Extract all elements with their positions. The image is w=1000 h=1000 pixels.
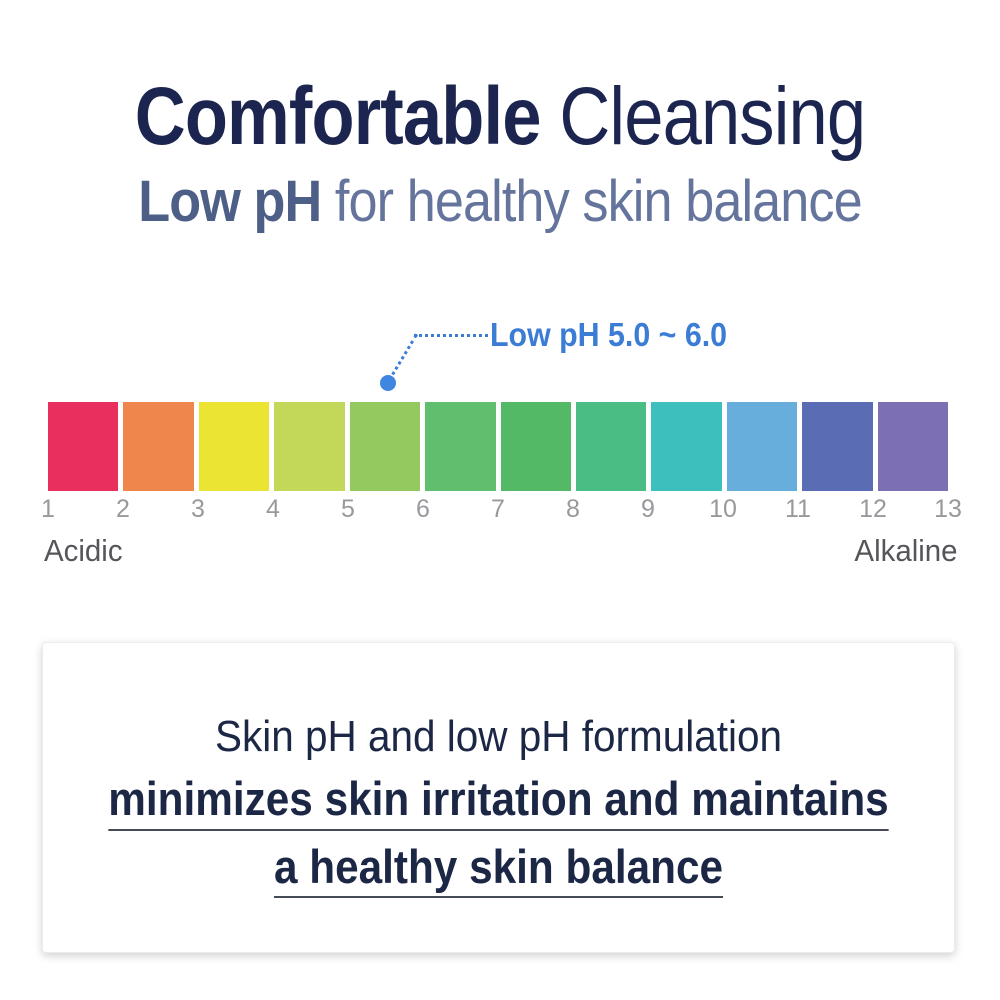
- subtitle-bold-text: Low pH: [138, 169, 322, 234]
- tick-10: 10: [709, 495, 737, 523]
- ph-swatch-1-2: [48, 402, 119, 491]
- info-box-line-2-wrap: minimizes skin irritation and maintains: [89, 773, 909, 831]
- ph-swatch-12-13: [877, 402, 949, 491]
- title-bold-text: Comfortable: [134, 71, 542, 162]
- tick-12: 12: [859, 495, 887, 523]
- callout-leader-diagonal-line: [387, 333, 419, 382]
- ph-swatch-10-11: [726, 402, 798, 491]
- tick-13: 13: [934, 495, 962, 523]
- tick-9: 9: [641, 495, 655, 523]
- ph-swatch-6-7: [425, 402, 496, 491]
- ph-swatch-9-10: [651, 402, 722, 491]
- alkaline-label: Alkaline: [854, 533, 958, 568]
- low-ph-callout-label: Low pH 5.0 ~ 6.0: [490, 316, 728, 353]
- ph-swatch-5-6: [349, 402, 421, 491]
- tick-5: 5: [341, 495, 355, 523]
- tick-6: 6: [416, 495, 430, 523]
- tick-7: 7: [491, 495, 505, 523]
- acidic-label: Acidic: [44, 533, 123, 568]
- tick-2: 2: [116, 495, 130, 523]
- subtitle-light-text: for healthy skin balance: [334, 169, 863, 234]
- callout-marker-dot: [380, 375, 396, 391]
- ph-swatch-4-5: [274, 402, 345, 491]
- ph-swatch-8-9: [575, 402, 647, 491]
- tick-11: 11: [785, 495, 811, 523]
- info-box-line-3: a healthy skin balance: [273, 840, 724, 899]
- tick-8: 8: [566, 495, 580, 523]
- ph-color-scale: [48, 402, 949, 491]
- title-light-text: Cleansing: [559, 71, 866, 162]
- ph-swatch-2-3: [123, 402, 194, 491]
- info-box-line-3-wrap: a healthy skin balance: [89, 840, 909, 899]
- ph-swatch-3-4: [198, 402, 270, 491]
- tick-4: 4: [266, 495, 280, 523]
- tick-1: 1: [41, 495, 55, 523]
- ph-tick-labels: 1 2 3 4 5 6 7 8 9 10 11 12 13: [41, 495, 962, 525]
- page-title: Comfortable Cleansing: [70, 76, 930, 158]
- info-box-line-1: Skin pH and low pH formulation: [214, 712, 783, 761]
- ph-swatch-7-8: [500, 402, 571, 491]
- tick-3: 3: [191, 495, 205, 523]
- page-subtitle: Low pH for healthy skin balance: [50, 170, 950, 234]
- info-box: Skin pH and low pH formulation minimizes…: [42, 642, 955, 953]
- ph-swatch-11-12: [802, 402, 873, 491]
- callout-leader-horizontal-line: [414, 334, 488, 337]
- info-box-line-2: minimizes skin irritation and maintains: [108, 773, 889, 831]
